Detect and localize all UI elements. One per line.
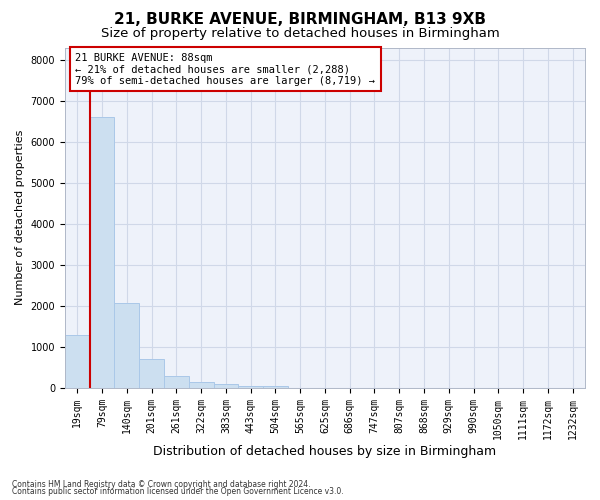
Text: 21, BURKE AVENUE, BIRMINGHAM, B13 9XB: 21, BURKE AVENUE, BIRMINGHAM, B13 9XB <box>114 12 486 28</box>
Bar <box>189 382 214 388</box>
Text: Contains HM Land Registry data © Crown copyright and database right 2024.: Contains HM Land Registry data © Crown c… <box>12 480 311 489</box>
Text: Size of property relative to detached houses in Birmingham: Size of property relative to detached ho… <box>101 28 499 40</box>
Y-axis label: Number of detached properties: Number of detached properties <box>15 130 25 306</box>
Bar <box>238 386 263 388</box>
Bar <box>263 386 288 388</box>
Bar <box>65 335 89 388</box>
X-axis label: Distribution of detached houses by size in Birmingham: Distribution of detached houses by size … <box>154 444 497 458</box>
Bar <box>214 384 238 388</box>
Bar <box>139 360 164 388</box>
Bar <box>115 303 139 388</box>
Bar <box>164 376 189 388</box>
Bar <box>89 118 115 388</box>
Text: Contains public sector information licensed under the Open Government Licence v3: Contains public sector information licen… <box>12 487 344 496</box>
Text: 21 BURKE AVENUE: 88sqm
← 21% of detached houses are smaller (2,288)
79% of semi-: 21 BURKE AVENUE: 88sqm ← 21% of detached… <box>76 52 376 86</box>
